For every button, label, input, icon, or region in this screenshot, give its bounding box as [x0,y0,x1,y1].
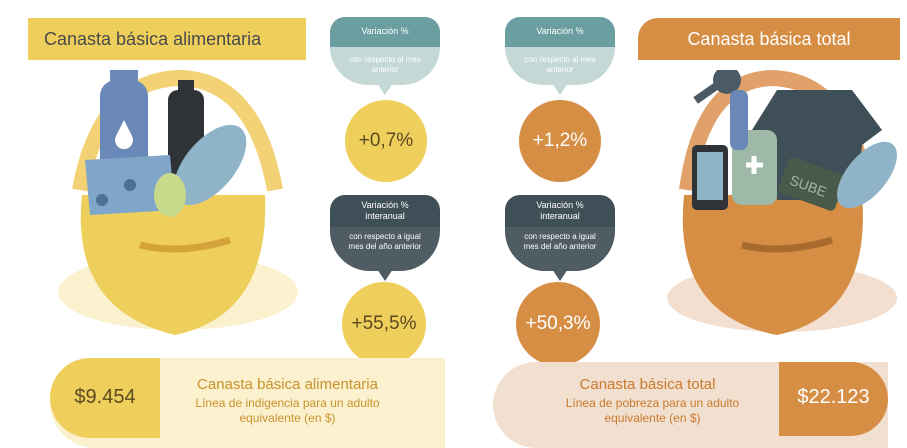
monthly-heading-right: Variación % [505,17,615,47]
monthly-bubble-left: Variación % con respecto al mes anterior [330,17,440,97]
title-canasta-alimentaria: Canasta básica alimentaria [28,18,306,60]
yearly-heading-left: Variación % interanual [330,195,440,227]
bottom-title-right: Canasta básica total [579,376,716,393]
yearly-subtitle-left: con respecto a igual mes del año anterio… [330,227,440,271]
total-basket-icon: SUBE [667,70,897,335]
amount-pill-left [50,358,160,438]
yearly-value-left: +55,5% [342,282,426,366]
cropped-header-text: ──── [60,0,300,6]
monthly-bubble-right: Variación % con respecto al mes anterior [505,17,615,97]
bottom-desc-left: Línea de indigencia para un adulto equiv… [195,396,380,425]
monthly-heading-left: Variación % [330,17,440,47]
monthly-value-right: +1,2% [519,100,601,182]
amount-left: $9.454 [74,386,136,408]
food-basket-icon [58,70,298,335]
monthly-subtitle-right: con respecto al mes anterior [505,47,615,85]
pointer-left [286,436,314,448]
amount-right: $22.123 [797,386,870,408]
title-canasta-total: Canasta básica total [638,18,900,60]
monthly-subtitle-left: con respecto al mes anterior [330,47,440,85]
yearly-subtitle-right: con respecto a igual mes del año anterio… [505,227,615,271]
pointer-right [642,436,670,448]
bottom-desc-right: Línea de pobreza para un adulto equivale… [565,396,740,425]
yearly-bubble-left: Variación % interanual con respecto a ig… [330,195,440,287]
bottom-title-left: Canasta básica alimentaria [197,376,378,393]
monthly-value-left: +0,7% [345,100,427,182]
yearly-bubble-right: Variación % interanual con respecto a ig… [505,195,615,287]
yearly-heading-right: Variación % interanual [505,195,615,227]
yearly-value-right: +50,3% [516,282,600,366]
amount-pill-right [779,362,888,436]
